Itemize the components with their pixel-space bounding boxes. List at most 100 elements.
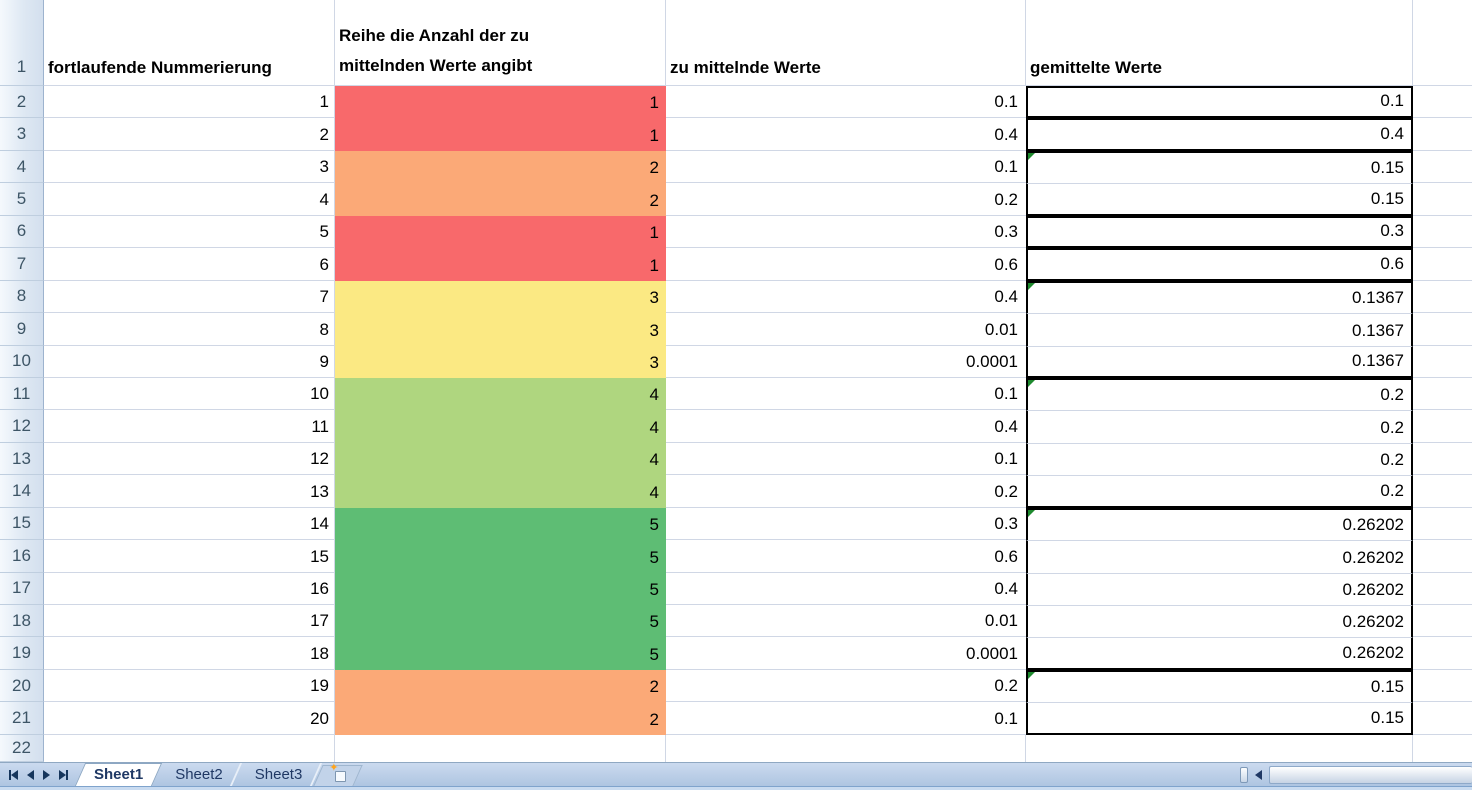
cell-C5[interactable]: 0.2	[666, 183, 1026, 216]
cell-E8[interactable]	[1413, 281, 1472, 314]
cell-B20[interactable]: 2	[335, 669, 666, 703]
cell-C14[interactable]: 0.2	[666, 475, 1026, 508]
previous-sheet-button[interactable]	[27, 769, 34, 780]
cell-D13[interactable]: 0.2	[1026, 442, 1413, 476]
cell-C18[interactable]: 0.01	[666, 605, 1026, 638]
cell-E14[interactable]	[1413, 475, 1472, 508]
cell-C21[interactable]: 0.1	[666, 702, 1026, 735]
cell-A16[interactable]: 15	[44, 540, 335, 573]
cell-A3[interactable]: 2	[44, 118, 335, 151]
cell-D19[interactable]: 0.26202	[1026, 637, 1413, 670]
cell-E12[interactable]	[1413, 410, 1472, 443]
cell-D8[interactable]: 0.1367	[1026, 280, 1413, 314]
cell-E15[interactable]	[1413, 508, 1472, 541]
cell-E21[interactable]	[1413, 702, 1472, 735]
cell-B21[interactable]: 2	[335, 702, 666, 735]
cell-A7[interactable]: 6	[44, 248, 335, 281]
cell-E20[interactable]	[1413, 670, 1472, 703]
cell-C20[interactable]: 0.2	[666, 670, 1026, 703]
row-header-18[interactable]: 18	[0, 605, 44, 638]
scroll-left-arrow[interactable]	[1255, 770, 1262, 780]
cell-B8[interactable]: 3	[335, 280, 666, 314]
cell-D10[interactable]: 0.1367	[1026, 345, 1413, 378]
cell-E10[interactable]	[1413, 346, 1472, 378]
cell-A18[interactable]: 17	[44, 605, 335, 638]
next-sheet-button[interactable]	[43, 769, 50, 780]
cell-E22[interactable]	[1413, 735, 1472, 762]
cell-D3[interactable]: 0.4	[1026, 118, 1413, 151]
cell-A10[interactable]: 9	[44, 345, 335, 378]
cell-A6[interactable]: 5	[44, 215, 335, 249]
cell-D1[interactable]: gemittelte Werte	[1026, 0, 1413, 86]
cell-B4[interactable]: 2	[335, 150, 666, 184]
row-header-22[interactable]: 22	[0, 734, 44, 762]
cell-E16[interactable]	[1413, 540, 1472, 573]
cell-A19[interactable]: 18	[44, 637, 335, 670]
cell-C15[interactable]: 0.3	[666, 508, 1026, 541]
insert-worksheet-button[interactable]: ✦	[313, 763, 363, 786]
row-header-17[interactable]: 17	[0, 572, 44, 605]
cell-D12[interactable]: 0.2	[1026, 410, 1413, 443]
row-header-2[interactable]: 2	[0, 86, 44, 119]
row-header-15[interactable]: 15	[0, 507, 44, 541]
row-header-6[interactable]: 6	[0, 215, 44, 249]
cell-A9[interactable]: 8	[44, 313, 335, 346]
cell-D21[interactable]: 0.15	[1026, 702, 1413, 735]
cell-C2[interactable]: 0.1	[666, 86, 1026, 119]
cell-C7[interactable]: 0.6	[666, 248, 1026, 281]
cell-C4[interactable]: 0.1	[666, 151, 1026, 184]
cell-D11[interactable]: 0.2	[1026, 377, 1413, 411]
cell-D6[interactable]: 0.3	[1026, 215, 1413, 249]
row-header-7[interactable]: 7	[0, 248, 44, 281]
row-header-11[interactable]: 11	[0, 377, 44, 411]
cell-B7[interactable]: 1	[335, 248, 666, 281]
cell-A14[interactable]: 13	[44, 475, 335, 508]
row-header-1[interactable]: 1	[0, 0, 44, 86]
cell-A11[interactable]: 10	[44, 377, 335, 411]
cell-C12[interactable]: 0.4	[666, 410, 1026, 443]
cell-C10[interactable]: 0.0001	[666, 346, 1026, 378]
cell-A20[interactable]: 19	[44, 669, 335, 703]
cell-E19[interactable]	[1413, 637, 1472, 670]
cell-D9[interactable]: 0.1367	[1026, 313, 1413, 346]
cell-C19[interactable]: 0.0001	[666, 637, 1026, 670]
cell-E5[interactable]	[1413, 183, 1472, 216]
cell-B14[interactable]: 4	[335, 475, 666, 508]
cell-E18[interactable]	[1413, 605, 1472, 638]
cell-A2[interactable]: 1	[44, 86, 335, 119]
first-sheet-button[interactable]	[9, 769, 18, 780]
row-header-13[interactable]: 13	[0, 442, 44, 476]
cell-A5[interactable]: 4	[44, 183, 335, 216]
cell-C17[interactable]: 0.4	[666, 573, 1026, 605]
cell-A15[interactable]: 14	[44, 507, 335, 541]
tab-split-handle[interactable]	[1240, 767, 1248, 783]
cell-B11[interactable]: 4	[335, 377, 666, 411]
row-header-10[interactable]: 10	[0, 345, 44, 378]
cell-A12[interactable]: 11	[44, 410, 335, 443]
cell-E17[interactable]	[1413, 573, 1472, 605]
cell-D15[interactable]: 0.26202	[1026, 507, 1413, 541]
cell-D2[interactable]: 0.1	[1026, 86, 1413, 119]
cell-E9[interactable]	[1413, 313, 1472, 346]
row-header-21[interactable]: 21	[0, 702, 44, 735]
cell-C1[interactable]: zu mittelnde Werte	[666, 0, 1026, 86]
row-header-5[interactable]: 5	[0, 183, 44, 216]
cell-C16[interactable]: 0.6	[666, 540, 1026, 573]
cell-B6[interactable]: 1	[335, 215, 666, 249]
row-header-16[interactable]: 16	[0, 540, 44, 573]
cell-B22[interactable]	[335, 734, 666, 762]
cell-B13[interactable]: 4	[335, 442, 666, 476]
cell-D14[interactable]: 0.2	[1026, 475, 1413, 508]
cell-B5[interactable]: 2	[335, 183, 666, 216]
cell-B10[interactable]: 3	[335, 345, 666, 378]
cell-C8[interactable]: 0.4	[666, 281, 1026, 314]
cell-A21[interactable]: 20	[44, 702, 335, 735]
cell-A22[interactable]	[44, 734, 335, 762]
sheet-tab-sheet1[interactable]: Sheet1	[74, 763, 163, 786]
cell-E6[interactable]	[1413, 216, 1472, 249]
cell-B17[interactable]: 5	[335, 572, 666, 605]
cell-D17[interactable]: 0.26202	[1026, 572, 1413, 605]
row-header-14[interactable]: 14	[0, 475, 44, 508]
cell-A1[interactable]: fortlaufende Nummerierung	[44, 0, 335, 86]
cell-D16[interactable]: 0.26202	[1026, 540, 1413, 573]
